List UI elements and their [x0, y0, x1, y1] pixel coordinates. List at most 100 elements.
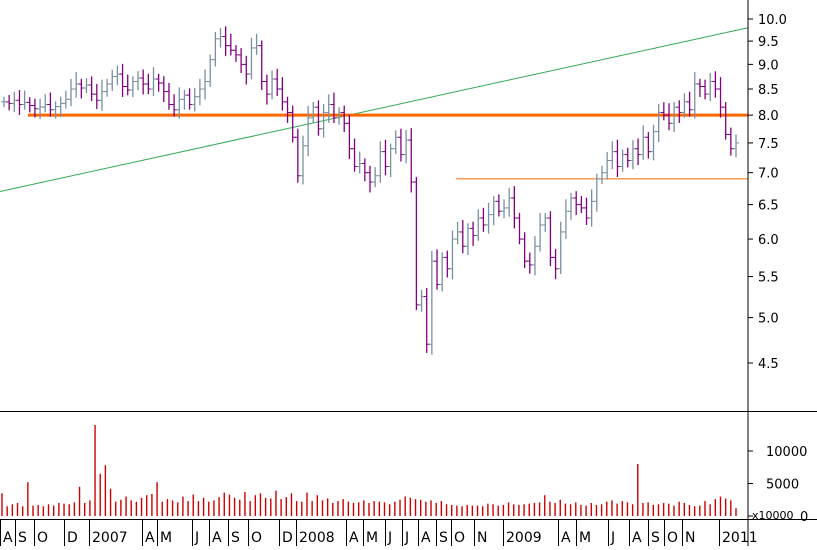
price-bar — [93, 83, 100, 110]
price-bar — [578, 196, 585, 214]
price-tick-label: 9.0 — [758, 58, 779, 73]
price-bar — [655, 103, 662, 143]
x-tick-label: O — [251, 530, 262, 546]
price-bar — [109, 69, 116, 91]
price-bar — [98, 79, 105, 111]
price-bar — [418, 289, 425, 312]
x-tick-label: A — [632, 530, 642, 546]
price-bar — [624, 147, 631, 168]
price-bar — [557, 221, 564, 274]
price-bar — [464, 223, 471, 256]
price-tick-label: 7.5 — [758, 137, 779, 152]
price-bar — [160, 76, 167, 103]
price-bar — [526, 252, 533, 274]
x-tick-label: J — [610, 530, 615, 546]
price-bar — [212, 31, 219, 67]
price-bar — [217, 28, 224, 48]
price-bar — [238, 48, 245, 74]
price-bar — [346, 114, 353, 160]
x-tick-label: A — [561, 530, 571, 546]
price-bar — [501, 199, 508, 219]
price-tick-label: 4.5 — [758, 357, 779, 372]
price-bar — [459, 220, 466, 254]
price-bar — [361, 158, 368, 182]
price-tick-label: 7.0 — [758, 167, 779, 182]
price-bar — [269, 70, 276, 100]
price-bar — [676, 100, 683, 123]
price-bar — [645, 132, 652, 159]
price-bar — [712, 71, 719, 98]
price-bar — [129, 76, 136, 97]
price-bar — [68, 78, 75, 107]
price-bar — [552, 248, 559, 280]
price-bar — [495, 194, 502, 217]
price-bar — [696, 78, 703, 97]
price-bar — [62, 90, 69, 109]
price-bar — [727, 127, 734, 156]
price-bar — [717, 77, 724, 118]
price-bar — [619, 149, 626, 172]
price-bar — [258, 40, 265, 91]
price-bar — [511, 186, 518, 229]
price-bar — [202, 69, 209, 100]
price-bar — [207, 54, 214, 87]
price-bar — [403, 129, 410, 164]
price-bar — [135, 71, 142, 91]
price-bar — [408, 128, 415, 193]
price-bar — [150, 67, 157, 96]
x-tick-label: N — [477, 530, 487, 546]
price-bar — [397, 128, 404, 162]
price-bar — [609, 141, 616, 170]
price-bar — [650, 124, 657, 161]
price-bar — [78, 78, 85, 99]
price-bar — [707, 72, 714, 102]
price-bar — [470, 221, 477, 246]
price-panel — [0, 26, 749, 355]
x-tick-label: D — [282, 530, 293, 546]
price-bar — [392, 130, 399, 154]
price-bar — [119, 63, 126, 97]
price-bar — [454, 221, 461, 245]
price-bar — [356, 151, 363, 174]
price-bar — [155, 73, 162, 92]
price-bar — [47, 92, 54, 117]
x-tick-label: J — [194, 530, 199, 546]
price-bar — [598, 165, 605, 185]
price-bar — [413, 176, 420, 311]
price-bar — [83, 78, 90, 94]
price-bar — [382, 139, 389, 176]
price-bar — [671, 101, 678, 132]
price-tick-label: 8.0 — [758, 109, 779, 124]
price-bar — [124, 74, 131, 96]
price-tick-label: 10.0 — [758, 13, 787, 28]
price-bar — [588, 189, 595, 227]
x-tick-label: D — [67, 530, 78, 546]
price-bar — [521, 232, 528, 269]
x-tick-label: O — [37, 530, 48, 546]
price-bar — [299, 135, 306, 185]
price-bar — [542, 212, 549, 232]
x-tick-label: 2011 — [722, 530, 758, 546]
price-bar — [490, 196, 497, 226]
price-bar — [310, 101, 317, 124]
price-bar — [42, 94, 49, 113]
x-tick-label: A — [145, 530, 155, 546]
price-bar — [444, 250, 451, 278]
x-tick-label: M — [160, 530, 172, 546]
price-bar — [253, 33, 260, 55]
price-bar — [191, 88, 198, 112]
price-tick-label: 5.0 — [758, 312, 779, 327]
price-bar — [480, 207, 487, 232]
price-bar — [475, 209, 482, 241]
price-bar — [367, 165, 373, 193]
x-tick-label: O — [454, 530, 465, 546]
x-tick-label: A — [421, 530, 431, 546]
x-tick-label: O — [667, 530, 678, 546]
price-bar — [263, 74, 270, 105]
price-bar — [145, 73, 152, 95]
x-tick-label: S — [18, 530, 27, 546]
price-bar — [11, 91, 18, 113]
